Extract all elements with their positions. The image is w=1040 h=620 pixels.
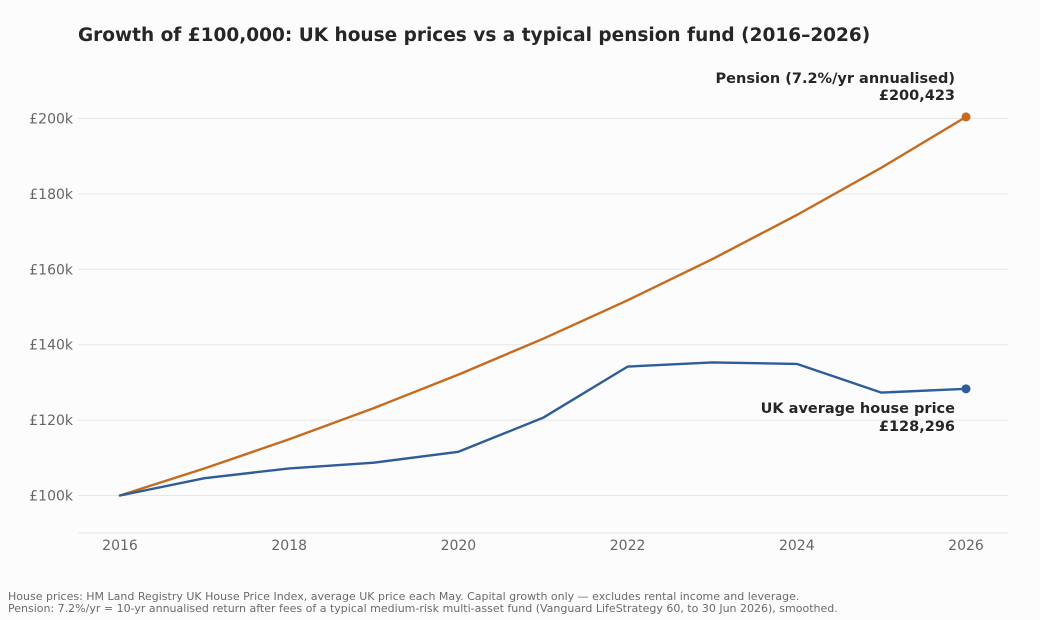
x-tick-label: 2020 (441, 538, 477, 554)
y-tick-label: £160k (29, 262, 74, 278)
series-end-point-house (961, 384, 971, 394)
axis-layer: £100k £120k £140k £160k £180k £200k 2016 2018 20… (29, 112, 1008, 554)
y-tick-label: £120k (29, 413, 74, 429)
chart-title: Growth of £100,000: UK house prices vs a… (78, 25, 871, 46)
x-tick-label: 2024 (779, 538, 815, 554)
series-line-house (118, 361, 968, 497)
footnote-pension-source: Pension: 7.2%/yr = 10-yr annualised retu… (8, 602, 838, 615)
grid-layer (78, 118, 1008, 496)
label-layer: Pension (7.2%/yr annualised)£200,423 UK a… (716, 71, 956, 435)
y-tick-label: £140k (29, 338, 74, 354)
footnote-house-source: House prices: HM Land Registry UK House … (8, 590, 800, 603)
y-tick-label: £180k (29, 187, 74, 203)
x-tick-label: 2016 (102, 538, 138, 554)
x-tick-label: 2018 (271, 538, 307, 554)
series-line-pension (118, 115, 968, 497)
x-tick-label: 2022 (610, 538, 646, 554)
x-tick-label: 2026 (948, 538, 984, 554)
y-tick-label: £200k (29, 112, 74, 128)
series-value-label-house: £128,296 (879, 419, 955, 435)
series-layer (118, 112, 971, 497)
series-value-label-pension: £200,423 (879, 88, 955, 104)
y-tick-label: £100k (29, 489, 74, 505)
series-label-pension: Pension (7.2%/yr annualised) (716, 71, 955, 87)
series-label-house: UK average house price (761, 401, 956, 417)
series-end-point-pension (961, 112, 971, 122)
